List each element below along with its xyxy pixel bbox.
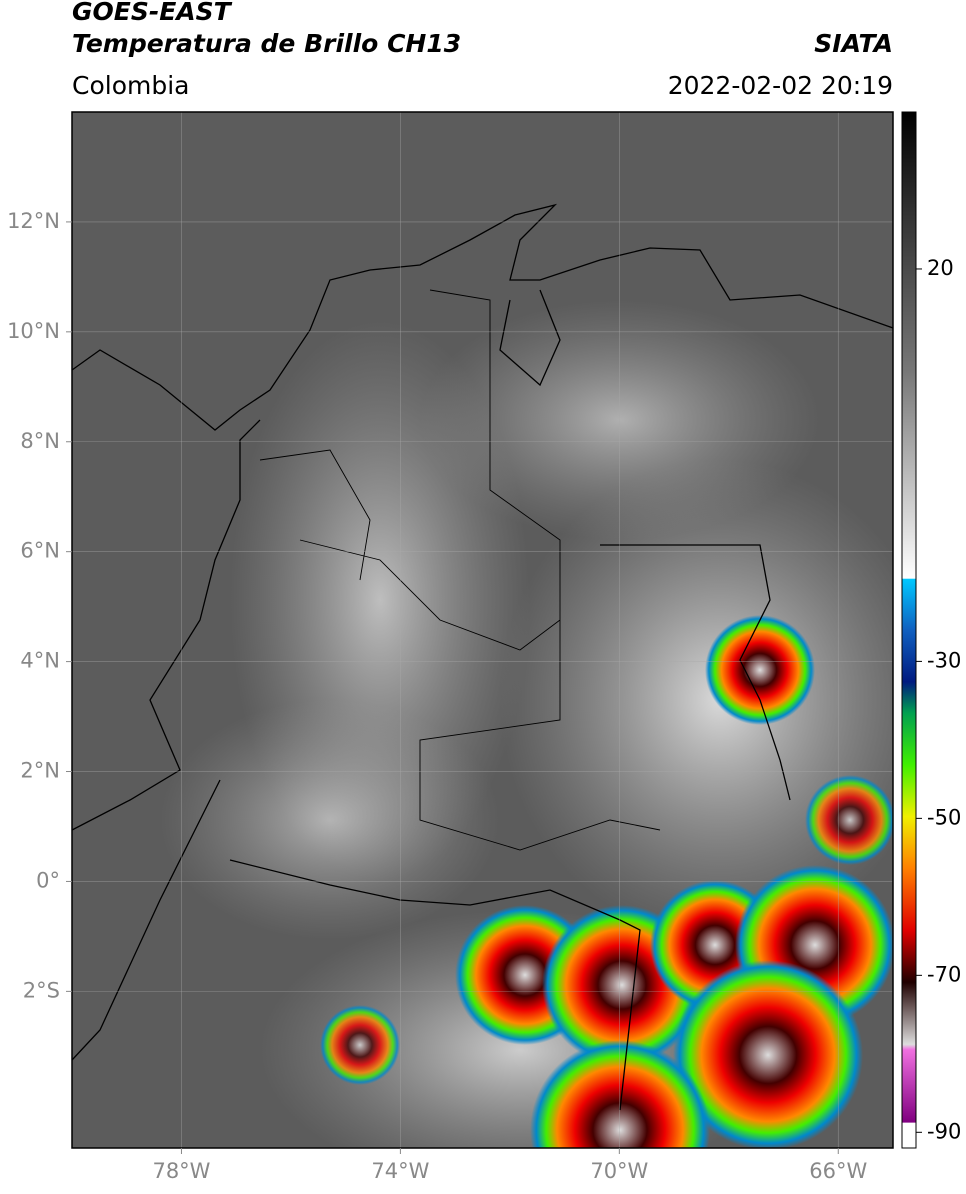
grid bbox=[72, 112, 893, 1148]
colorbar bbox=[901, 111, 917, 1149]
y-tick-label: 0° bbox=[36, 868, 60, 892]
x-tick-label: 74°W bbox=[371, 1159, 429, 1183]
map-frame bbox=[71, 111, 894, 1149]
region: Colombia bbox=[72, 71, 189, 100]
y-tick-label: 4°N bbox=[20, 649, 60, 673]
y-tick-label: 2°S bbox=[23, 978, 60, 1002]
title: GOES-EAST bbox=[72, 0, 233, 26]
y-tick-label: 12°N bbox=[7, 209, 60, 233]
colorbar-tick-label: -50 bbox=[927, 805, 961, 829]
x-tick-label: 78°W bbox=[152, 1159, 210, 1183]
source: SIATA bbox=[814, 29, 893, 58]
y-tick-label: 8°N bbox=[20, 429, 60, 453]
colorbar-tick-label: -70 bbox=[927, 962, 961, 986]
y-tick-label: 2°N bbox=[20, 759, 60, 783]
y-tick-label: 10°N bbox=[7, 319, 60, 343]
satellite-image bbox=[72, 112, 893, 1148]
colorbar-tick-label: 20 bbox=[927, 256, 954, 280]
colorbar-tick-label: -30 bbox=[927, 648, 961, 672]
x-tick-label: 70°W bbox=[590, 1159, 648, 1183]
subtitle: Temperatura de Brillo CH13 bbox=[72, 29, 461, 58]
x-tick-label: 66°W bbox=[809, 1159, 867, 1183]
y-tick-label: 6°N bbox=[20, 539, 60, 563]
timestamp: 2022-02-02 20:19 bbox=[668, 71, 893, 100]
colorbar-tick-label: -90 bbox=[927, 1119, 961, 1143]
